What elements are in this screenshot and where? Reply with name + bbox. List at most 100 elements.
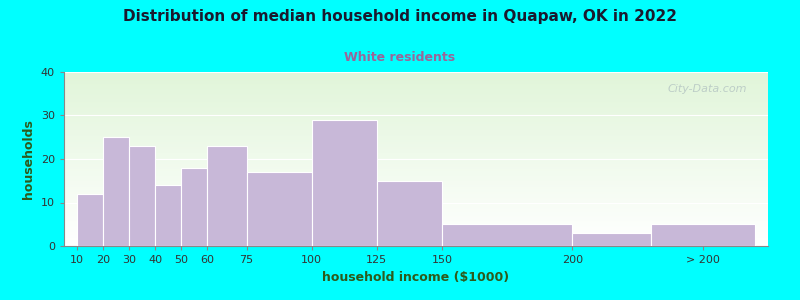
Bar — [64, 121, 768, 122]
Bar — [64, 93, 768, 94]
Bar — [64, 152, 768, 153]
Bar — [64, 186, 768, 187]
Bar — [64, 82, 768, 83]
Bar — [64, 229, 768, 230]
Bar — [64, 110, 768, 111]
Bar — [64, 159, 768, 160]
Bar — [64, 113, 768, 114]
Bar — [64, 230, 768, 231]
Bar — [64, 156, 768, 157]
Bar — [64, 86, 768, 87]
Bar — [64, 208, 768, 209]
Bar — [64, 85, 768, 86]
Bar — [64, 148, 768, 149]
Bar — [64, 162, 768, 163]
X-axis label: household income ($1000): household income ($1000) — [322, 271, 510, 284]
Bar — [64, 129, 768, 130]
Bar — [442, 224, 573, 246]
Text: City-Data.com: City-Data.com — [667, 84, 747, 94]
Bar — [64, 217, 768, 218]
Bar — [64, 77, 768, 78]
Bar — [650, 224, 755, 246]
Bar — [64, 243, 768, 244]
Bar — [64, 146, 768, 147]
Bar — [64, 193, 768, 194]
Bar — [182, 168, 207, 246]
Bar — [64, 107, 768, 108]
Bar — [155, 185, 182, 246]
Bar — [64, 213, 768, 214]
Bar — [64, 206, 768, 207]
Bar — [64, 194, 768, 195]
Bar — [64, 239, 768, 240]
Text: White residents: White residents — [345, 51, 455, 64]
Bar — [64, 133, 768, 134]
Bar — [64, 218, 768, 219]
Bar — [64, 236, 768, 237]
Bar — [64, 154, 768, 155]
Bar — [64, 106, 768, 107]
Bar — [64, 202, 768, 203]
Bar — [64, 168, 768, 169]
Bar — [64, 79, 768, 80]
Bar — [64, 112, 768, 113]
Bar — [64, 127, 768, 128]
Bar — [64, 235, 768, 236]
Bar — [64, 189, 768, 190]
Bar — [64, 149, 768, 150]
Bar — [64, 245, 768, 246]
Bar — [64, 96, 768, 97]
Bar — [64, 181, 768, 182]
Bar — [64, 138, 768, 139]
Bar — [64, 228, 768, 229]
Bar — [64, 131, 768, 132]
Y-axis label: households: households — [22, 119, 35, 199]
Bar — [64, 82, 768, 83]
Bar — [64, 231, 768, 232]
Bar — [64, 209, 768, 210]
Bar — [64, 215, 768, 216]
Bar — [64, 103, 768, 104]
Bar — [64, 242, 768, 243]
Bar — [64, 132, 768, 133]
Bar — [64, 221, 768, 222]
Bar — [64, 175, 768, 176]
Bar — [64, 108, 768, 109]
Bar — [64, 169, 768, 170]
Bar — [64, 183, 768, 184]
Bar — [64, 136, 768, 137]
Bar — [64, 214, 768, 215]
Bar — [64, 72, 768, 73]
Bar — [64, 125, 768, 126]
Bar — [64, 219, 768, 220]
Bar — [64, 173, 768, 174]
Bar — [64, 226, 768, 227]
Bar — [64, 165, 768, 166]
Bar — [64, 237, 768, 238]
Bar — [64, 199, 768, 200]
Bar — [64, 180, 768, 181]
Bar — [64, 191, 768, 192]
Bar — [64, 207, 768, 208]
Bar — [64, 196, 768, 197]
Bar — [64, 185, 768, 186]
Bar — [64, 211, 768, 212]
Bar — [64, 92, 768, 93]
Bar — [77, 194, 103, 246]
Bar — [64, 222, 768, 223]
Bar — [64, 195, 768, 196]
Text: Distribution of median household income in Quapaw, OK in 2022: Distribution of median household income … — [123, 9, 677, 24]
Bar — [64, 204, 768, 205]
Bar — [64, 182, 768, 183]
Bar — [64, 158, 768, 159]
Bar — [64, 90, 768, 91]
Bar — [64, 87, 768, 88]
Bar — [64, 169, 768, 170]
Bar — [64, 145, 768, 146]
Bar — [64, 143, 768, 144]
Bar — [64, 212, 768, 213]
Bar — [64, 105, 768, 106]
Bar — [64, 220, 768, 221]
Bar — [64, 144, 768, 145]
Bar — [207, 146, 246, 246]
